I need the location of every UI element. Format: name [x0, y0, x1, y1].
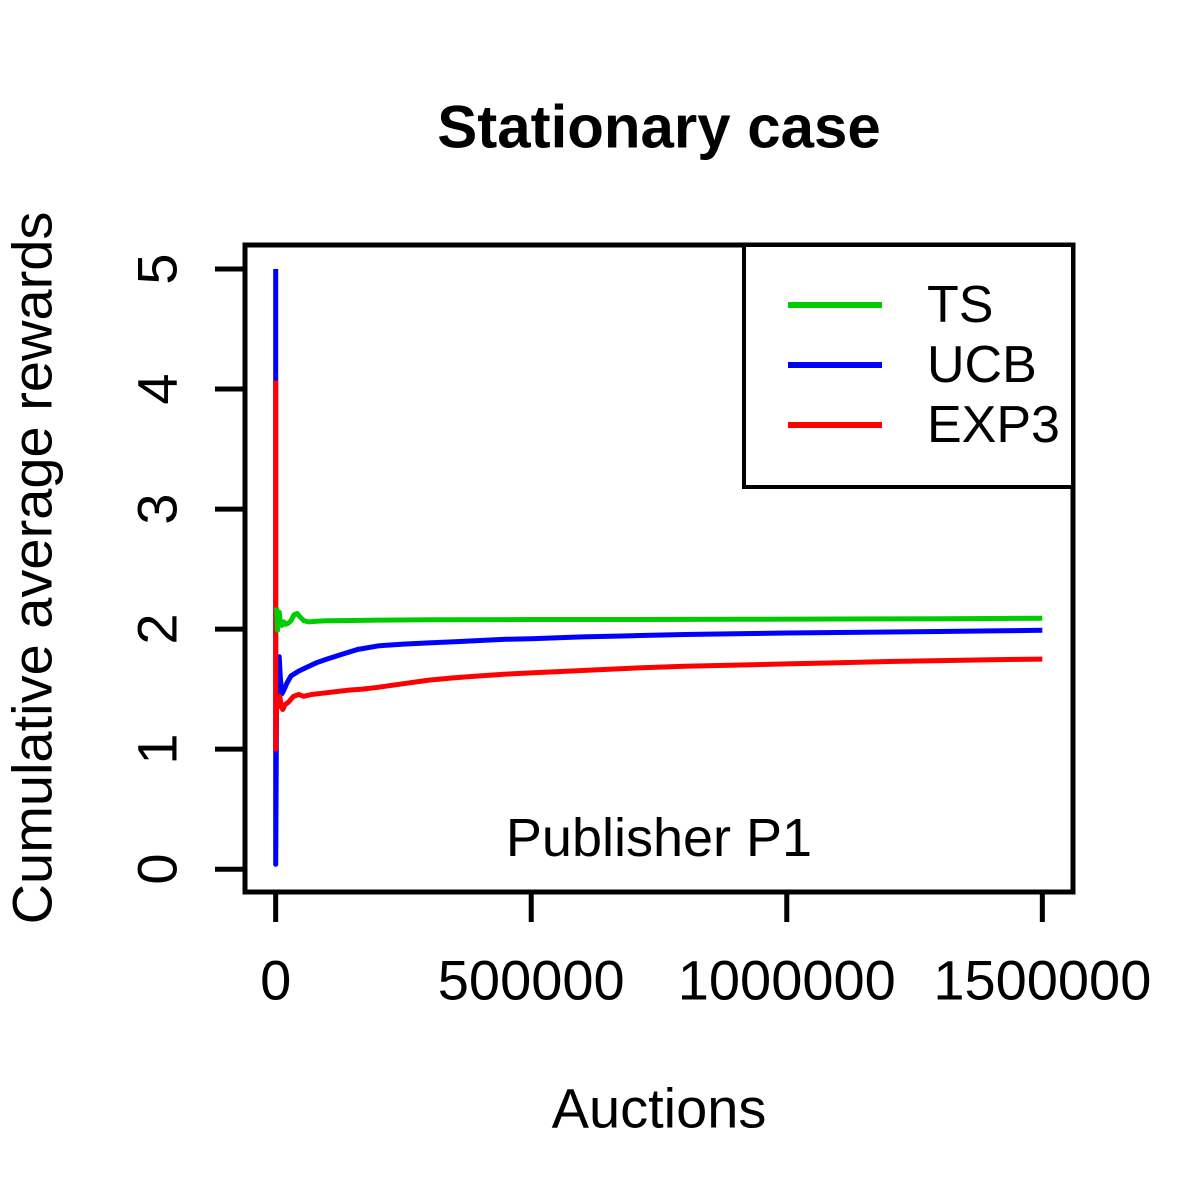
x-tick-label: 1500000: [933, 948, 1152, 1012]
y-tick-label: 2: [125, 613, 189, 645]
y-axis-label: Cumulative average rewards: [0, 211, 64, 925]
series-line-ts: [274, 607, 1043, 633]
y-tick-label: 3: [125, 493, 189, 525]
y-tick-label: 0: [125, 853, 189, 885]
y-tick-label: 4: [125, 373, 189, 405]
publisher-annotation: Publisher P1: [505, 807, 813, 868]
series-line-ucb: [273, 269, 1043, 867]
legend-label-ucb: UCB: [927, 336, 1037, 394]
legend-label-exp3: EXP3: [927, 396, 1060, 454]
x-tick-label: 500000: [437, 948, 625, 1012]
x-tick-label: 0: [260, 948, 292, 1012]
plot-border: [242, 242, 1076, 895]
y-tick-label: 1: [125, 733, 189, 765]
x-axis-label: Auctions: [551, 1076, 767, 1140]
y-tick-label: 5: [125, 253, 189, 285]
legend-label-ts: TS: [927, 276, 994, 334]
x-tick-label: 1000000: [677, 948, 896, 1012]
chart-title: Stationary case: [437, 93, 881, 161]
series-line-exp3: [273, 380, 1043, 752]
